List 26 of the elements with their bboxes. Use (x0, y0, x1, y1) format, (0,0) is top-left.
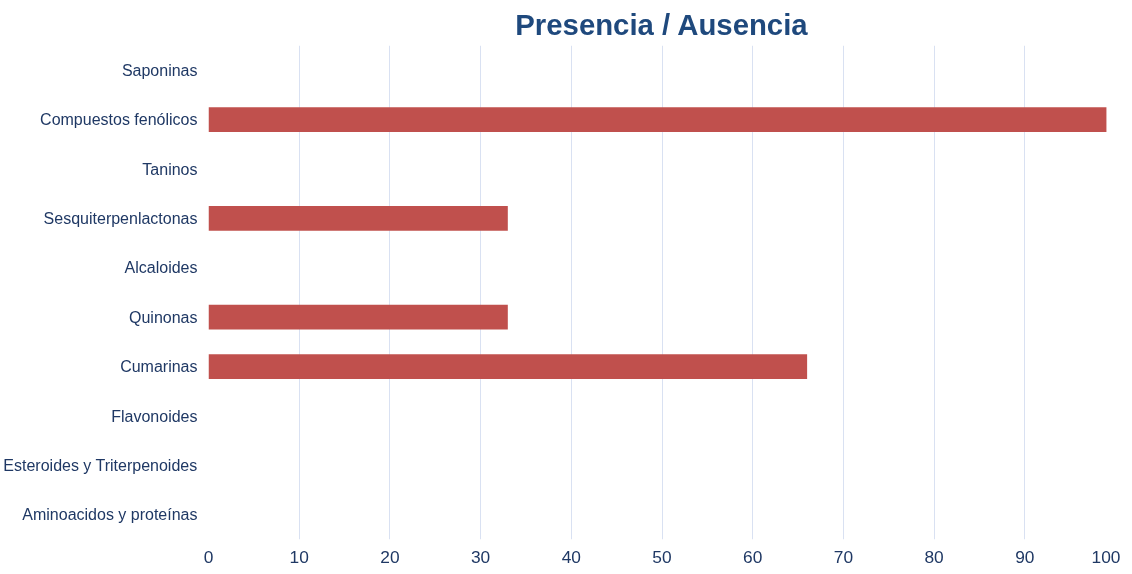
x-tick-label: 80 (924, 546, 944, 567)
x-tick-label: 50 (652, 546, 672, 567)
x-tick-label: 20 (380, 546, 400, 567)
x-tick-label: 70 (833, 546, 854, 567)
y-tick-label: Sesquiterpenlactonas (43, 209, 198, 227)
x-tick-label: 60 (743, 546, 763, 567)
y-tick-label: Quinonas (129, 308, 198, 326)
chart-title: Presencia / Ausencia (515, 7, 809, 41)
x-tick-label: 0 (203, 546, 214, 567)
y-tick-label: Aminoacidos y proteínas (22, 506, 198, 524)
bar (208, 304, 508, 330)
y-tick-label: Flavonoides (111, 407, 198, 425)
y-tick-label: Saponinas (121, 61, 198, 79)
bar (208, 107, 1107, 132)
x-tick-label: 30 (470, 546, 491, 567)
y-tick-label: Esteroides y Triterpenoides (3, 456, 198, 474)
y-tick-label: Alcaloides (124, 259, 198, 277)
bar (208, 206, 508, 231)
x-tick-label: 40 (561, 546, 581, 567)
x-tick-label: 90 (1015, 546, 1035, 567)
y-tick-label: Compuestos fenólicos (40, 111, 198, 129)
x-tick-label: 10 (289, 546, 309, 567)
y-tick-label: Cumarinas (120, 358, 198, 376)
y-tick-label: Taninos (142, 160, 198, 178)
x-tick-label: 100 (1091, 546, 1121, 567)
bar (208, 354, 808, 379)
